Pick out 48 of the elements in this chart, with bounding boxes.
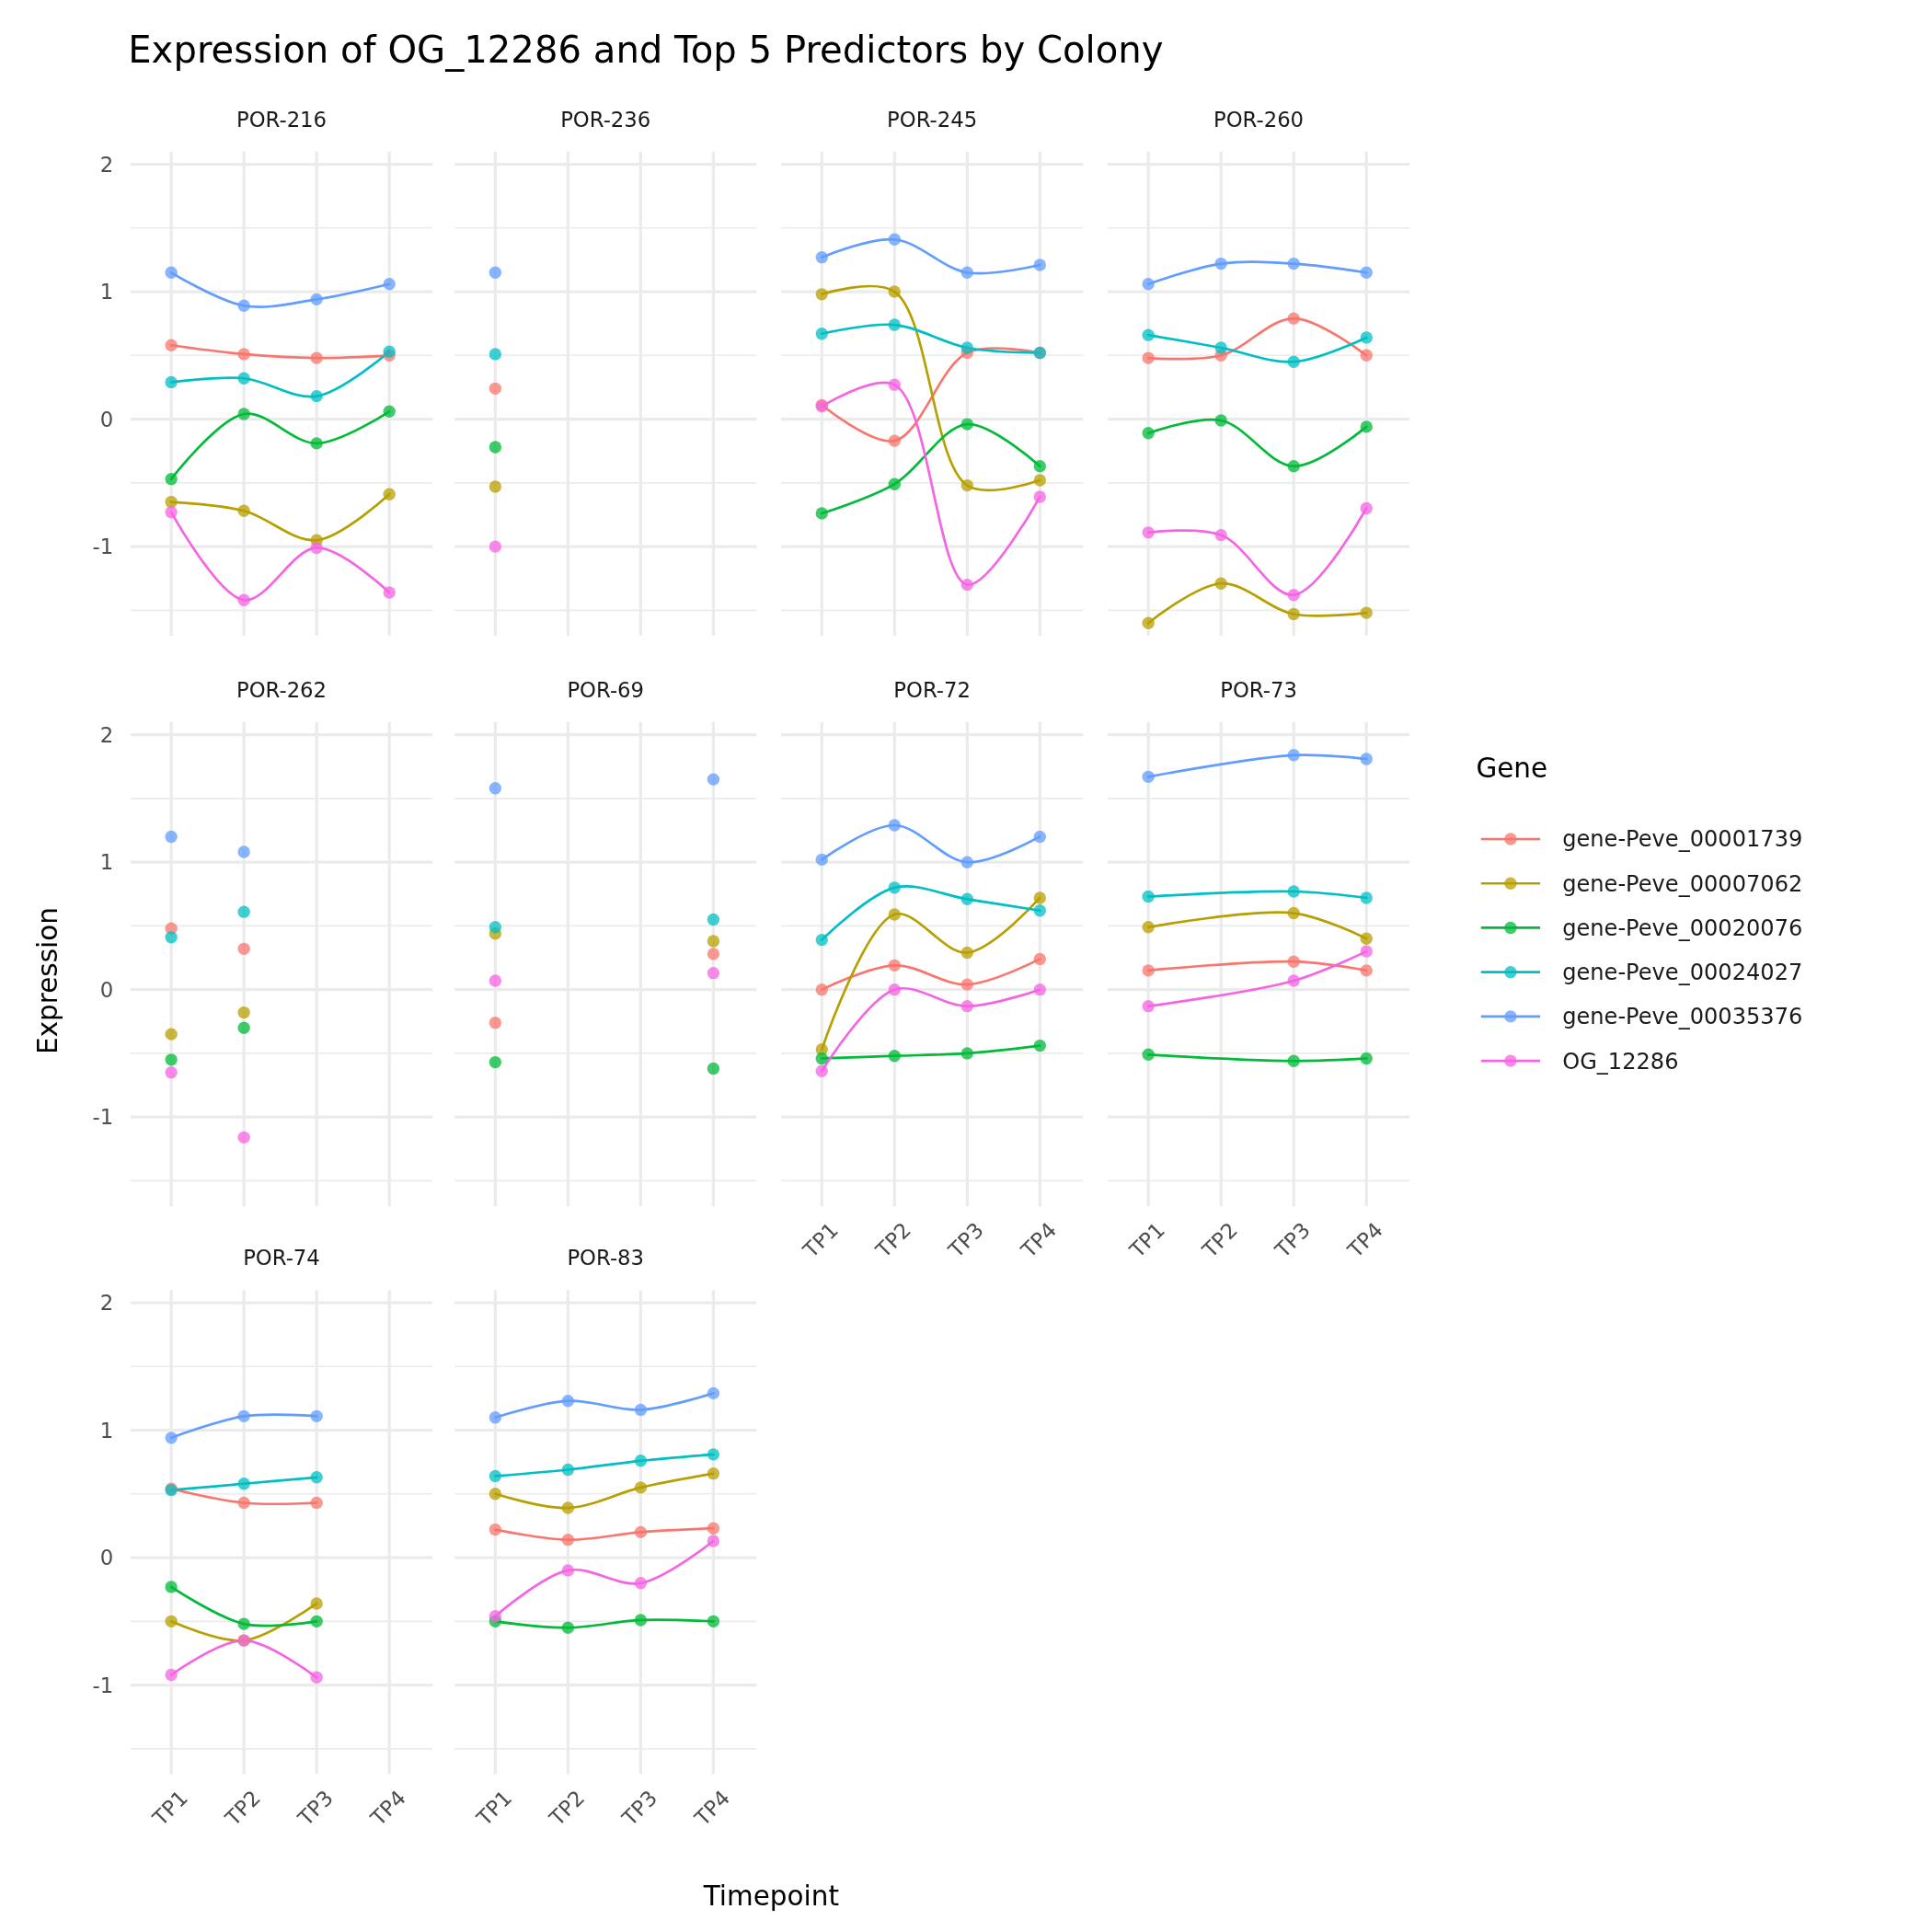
- y-tick-label: 0: [99, 977, 114, 1002]
- x-tick-label: TP3: [293, 1786, 338, 1831]
- y-tick-label: 2: [99, 1291, 114, 1316]
- x-tick-label: TP4: [365, 1786, 411, 1831]
- chart-title: POR-260: [1213, 107, 1305, 132]
- chart-title: POR-236: [560, 107, 651, 132]
- x-tick-label: TP1: [798, 1217, 844, 1263]
- legend-label: OG_12286: [1562, 1048, 1679, 1075]
- y-tick-label: 2: [99, 722, 114, 747]
- x-tick-label: TP4: [689, 1786, 735, 1831]
- chart-title: POR-262: [236, 678, 328, 702]
- x-tick-label: TP2: [220, 1786, 265, 1831]
- chart-title: POR-69: [567, 678, 645, 702]
- x-tick-label: TP4: [1342, 1217, 1388, 1263]
- y-axis-title: Expression: [31, 907, 63, 1054]
- legend-label: gene-Peve_00001739: [1562, 826, 1803, 853]
- chart-title: POR-73: [1220, 678, 1297, 702]
- x-tick-label: TP4: [1016, 1217, 1062, 1263]
- x-tick-label: TP1: [1124, 1217, 1170, 1263]
- y-tick-label: 1: [99, 280, 114, 305]
- y-tick-label: -1: [92, 1673, 114, 1697]
- x-tick-label: TP1: [147, 1786, 192, 1831]
- y-tick-label: 0: [99, 407, 114, 431]
- y-tick-label: 1: [99, 850, 114, 875]
- chart-title: POR-83: [567, 1246, 645, 1271]
- x-tick-label: TP3: [943, 1217, 989, 1263]
- legend-label: gene-Peve_00024027: [1562, 960, 1803, 986]
- legend-label: gene-Peve_00035376: [1562, 1004, 1803, 1030]
- y-tick-label: 0: [99, 1546, 114, 1570]
- x-tick-label: TP2: [870, 1217, 916, 1263]
- x-axis-title: Timepoint: [702, 1880, 839, 1912]
- x-tick-label: TP3: [1270, 1217, 1316, 1263]
- chart-title: POR-216: [236, 107, 328, 132]
- x-tick-label: TP2: [1197, 1217, 1243, 1263]
- legend-label: gene-Peve_00020076: [1562, 914, 1803, 941]
- text: Expression of OG_12286 and Top 5 Predictors by Colony: [128, 29, 1164, 73]
- x-tick-label: TP1: [471, 1786, 517, 1831]
- y-tick-label: 1: [99, 1418, 114, 1443]
- x-tick-label: TP2: [544, 1786, 590, 1831]
- chart-title: POR-245: [887, 107, 978, 132]
- chart-title: POR-72: [893, 678, 971, 702]
- legend-title: Gene: [1476, 753, 1548, 785]
- y-tick-label: -1: [92, 1105, 114, 1130]
- y-tick-label: 2: [99, 152, 114, 177]
- y-tick-label: -1: [92, 535, 114, 559]
- legend-label: gene-Peve_00007062: [1562, 870, 1803, 897]
- x-tick-label: TP3: [616, 1786, 662, 1831]
- chart-title: POR-74: [243, 1246, 320, 1271]
